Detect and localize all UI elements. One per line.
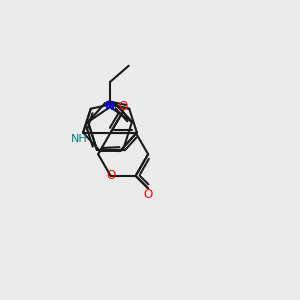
Text: N: N bbox=[105, 100, 115, 113]
Text: NH: NH bbox=[71, 134, 88, 144]
Text: O: O bbox=[118, 100, 128, 113]
Text: O: O bbox=[106, 169, 115, 182]
Text: O: O bbox=[143, 188, 153, 201]
